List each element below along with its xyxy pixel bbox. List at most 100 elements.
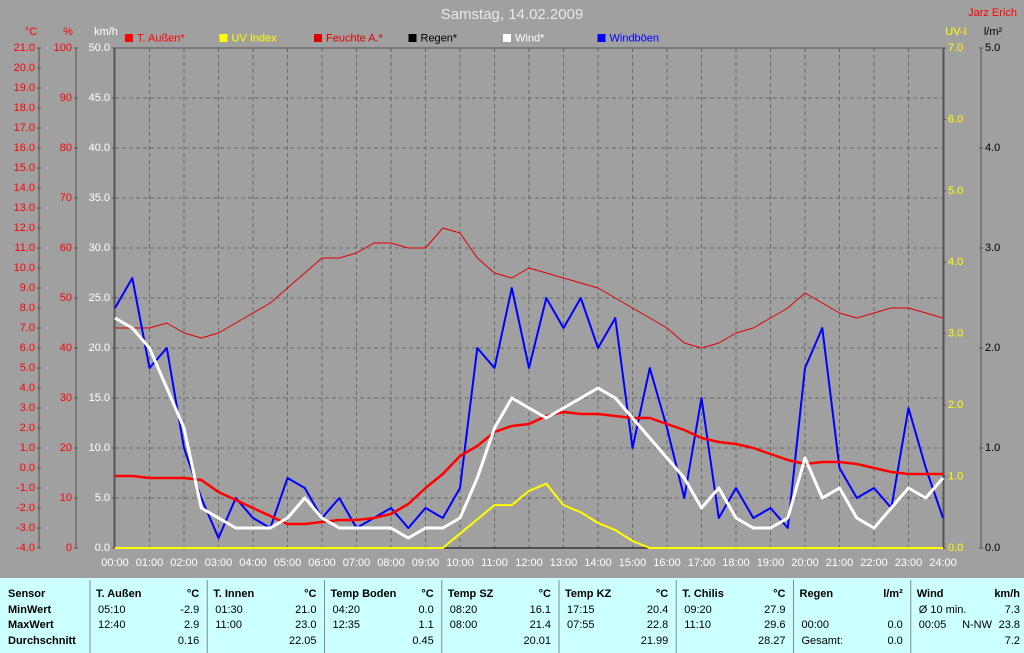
y-tick-label: 2.0 xyxy=(985,342,1000,354)
legend-swatch xyxy=(219,34,228,42)
legend-label: T. Außen* xyxy=(137,32,185,44)
y-tick-label: 0.0 xyxy=(20,462,35,474)
y-tick-label: -4.0 xyxy=(16,542,35,554)
y-tick-label: 17.0 xyxy=(14,122,35,134)
column-unit: l/m² xyxy=(883,588,903,600)
y-tick-label: 2.0 xyxy=(948,399,963,411)
cell-time: 09:20 xyxy=(684,604,712,616)
x-tick-label: 19:00 xyxy=(757,557,785,569)
cell-value: 0.0 xyxy=(418,604,433,616)
column-name: T. Chilis xyxy=(682,588,724,600)
y-tick-label: 6.0 xyxy=(20,342,35,354)
cell-value: 2.9 xyxy=(184,619,199,631)
x-tick-label: 07:00 xyxy=(343,557,371,569)
y-tick-label: 3.0 xyxy=(948,328,963,340)
y-tick-label: 9.0 xyxy=(20,282,35,294)
cell-value: 29.6 xyxy=(764,619,785,631)
y-tick-label: 40.0 xyxy=(89,142,110,154)
cell-value: 1.1 xyxy=(418,619,433,631)
y-tick-label: 70 xyxy=(60,192,72,204)
x-tick-label: 03:00 xyxy=(205,557,233,569)
x-tick-label: 21:00 xyxy=(826,557,854,569)
y-tick-label: 90 xyxy=(60,92,72,104)
cell-value: 27.9 xyxy=(764,604,785,616)
y-tick-label: 13.0 xyxy=(14,202,35,214)
column-unit: °C xyxy=(304,588,316,600)
y-tick-label: 30.0 xyxy=(89,242,110,254)
column-name: T. Innen xyxy=(213,588,254,600)
legend-label: Regen* xyxy=(421,32,458,44)
y-tick-label: 80 xyxy=(60,142,72,154)
y-tick-label: 20.0 xyxy=(89,342,110,354)
y-tick-label: 7.0 xyxy=(948,42,963,54)
cell-value: 20.01 xyxy=(523,635,551,647)
y-tick-label: 3.0 xyxy=(20,402,35,414)
cell-time: 12:35 xyxy=(333,619,361,631)
x-tick-label: 08:00 xyxy=(377,557,405,569)
column-name: Temp SZ xyxy=(448,588,494,600)
y-tick-label: 18.0 xyxy=(14,102,35,114)
x-tick-label: 13:00 xyxy=(550,557,578,569)
legend-label: Feuchte A.* xyxy=(326,32,384,44)
y-tick-label: 100 xyxy=(54,42,72,54)
legend-swatch xyxy=(125,34,133,42)
column-name: Temp KZ xyxy=(565,588,612,600)
x-tick-label: 10:00 xyxy=(446,557,474,569)
x-tick-label: 00:00 xyxy=(101,557,129,569)
y-tick-label: 5.0 xyxy=(948,185,963,197)
x-tick-label: 02:00 xyxy=(170,557,198,569)
y-tick-label: 10.0 xyxy=(89,442,110,454)
y-tick-label: 6.0 xyxy=(948,113,963,125)
y-tick-label: 5.0 xyxy=(20,362,35,374)
cell-value: 7.3 xyxy=(1005,604,1020,616)
x-tick-label: 18:00 xyxy=(722,557,750,569)
axis-title: l/m² xyxy=(984,26,1003,38)
y-tick-label: 4.0 xyxy=(985,142,1000,154)
y-tick-label: 16.0 xyxy=(14,142,35,154)
cell-value: 0.0 xyxy=(887,619,902,631)
column-unit: °C xyxy=(187,588,199,600)
cell-time: 17:15 xyxy=(567,604,595,616)
legend-label: UV Index xyxy=(232,32,278,44)
cell-time: 00:00 xyxy=(802,619,830,631)
axis-title: UV-I xyxy=(945,26,966,38)
cell-time: 11:00 xyxy=(215,619,242,631)
x-tick-label: 15:00 xyxy=(619,557,647,569)
y-tick-label: 15.0 xyxy=(14,162,35,174)
column-name: T. Außen xyxy=(96,588,142,600)
x-tick-label: 22:00 xyxy=(860,557,888,569)
legend-swatch xyxy=(314,34,322,42)
y-tick-label: 45.0 xyxy=(89,92,110,104)
cell-value: 21.99 xyxy=(641,635,669,647)
y-tick-label: 50 xyxy=(60,292,72,304)
cell-value: -2.9 xyxy=(180,604,199,616)
column-unit: km/h xyxy=(994,588,1020,600)
cell-time: 05:10 xyxy=(98,604,126,616)
y-tick-label: 1.0 xyxy=(20,442,35,454)
y-tick-label: 0.0 xyxy=(985,542,1000,554)
cell-time: 08:20 xyxy=(450,604,478,616)
y-tick-label: 20 xyxy=(60,442,72,454)
y-tick-label: 19.0 xyxy=(14,82,35,94)
x-tick-label: 05:00 xyxy=(274,557,302,569)
cell-value: 22.05 xyxy=(289,635,317,647)
y-tick-label: 5.0 xyxy=(95,492,110,504)
y-tick-label: 15.0 xyxy=(89,392,110,404)
column-name: Regen xyxy=(800,588,834,600)
cell-value: 16.1 xyxy=(530,604,551,616)
legend-label: Windböen xyxy=(610,32,660,44)
column-unit: °C xyxy=(656,588,668,600)
series-line xyxy=(114,316,945,540)
y-tick-label: 40 xyxy=(60,342,72,354)
row-label: MinWert xyxy=(8,604,52,616)
cell-value: 0.16 xyxy=(178,635,199,647)
x-tick-label: 12:00 xyxy=(515,557,543,569)
x-tick-label: 16:00 xyxy=(653,557,681,569)
y-tick-label: -1.0 xyxy=(16,482,35,494)
y-tick-label: 21.0 xyxy=(14,42,35,54)
cell-value: 21.0 xyxy=(295,604,316,616)
y-tick-label: 12.0 xyxy=(14,222,35,234)
series-line xyxy=(115,410,943,526)
